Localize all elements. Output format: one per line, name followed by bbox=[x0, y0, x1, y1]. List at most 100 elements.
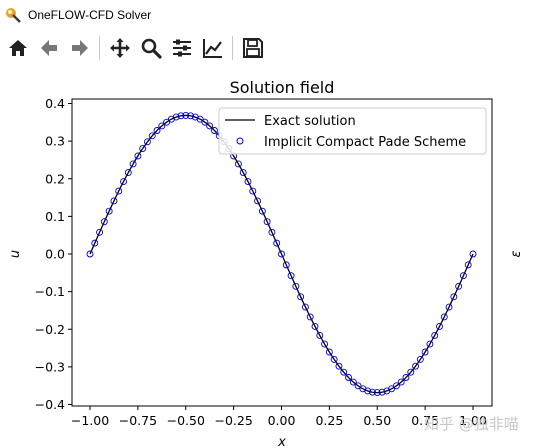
pade-data-point bbox=[148, 132, 156, 140]
home-icon bbox=[9, 40, 27, 56]
right-axis-label: ε bbox=[509, 250, 524, 257]
pade-data-point bbox=[464, 261, 472, 269]
legend-circle-marker bbox=[236, 137, 244, 145]
save-button[interactable] bbox=[240, 34, 266, 62]
configure-subplots-button[interactable] bbox=[169, 34, 195, 62]
pade-data-point bbox=[373, 389, 381, 397]
x-axis-ticks: −1.00 −0.75 −0.50 −0.25 0.00 0.25 0.50 0.75 1.00 bbox=[71, 406, 487, 428]
pade-data-point bbox=[120, 178, 127, 186]
pade-data-point bbox=[124, 169, 132, 176]
pade-data-point bbox=[196, 115, 204, 123]
edit-axis-button[interactable] bbox=[200, 34, 226, 62]
pade-data-point bbox=[172, 113, 180, 121]
pade-data-point bbox=[412, 362, 419, 370]
pade-data-point bbox=[349, 378, 357, 386]
pade-data-point bbox=[330, 355, 338, 363]
x-tick-label: 0.75 bbox=[411, 413, 439, 428]
pade-data-point bbox=[335, 362, 343, 370]
pade-data-point bbox=[187, 112, 194, 120]
exact-solution-series bbox=[89, 114, 474, 394]
pade-data-point bbox=[426, 340, 434, 348]
edit-axis-icon bbox=[203, 39, 222, 58]
pade-data-point bbox=[182, 111, 190, 119]
pade-data-point bbox=[110, 197, 118, 205]
pade-data-point bbox=[96, 228, 104, 236]
pade-data-point bbox=[282, 261, 290, 269]
toolbar bbox=[0, 30, 534, 66]
title-bar: OneFLOW-CFD Solver bbox=[0, 0, 534, 30]
watermark-text: 知乎 @独非喵 bbox=[424, 415, 519, 433]
pade-data-point bbox=[206, 122, 214, 130]
y-tick-label: 0.1 bbox=[45, 209, 65, 224]
pade-data-point bbox=[139, 145, 147, 153]
pade-data-point bbox=[325, 348, 333, 356]
x-tick-label: 0.25 bbox=[315, 413, 343, 428]
pade-data-point bbox=[273, 239, 281, 247]
pade-data-point bbox=[388, 385, 396, 393]
pade-data-point bbox=[301, 303, 309, 311]
pade-data-point bbox=[306, 313, 314, 321]
legend-box bbox=[218, 107, 487, 155]
pade-data-point bbox=[105, 207, 113, 215]
pan-button[interactable] bbox=[107, 34, 133, 62]
chart-title: Solution field bbox=[230, 78, 335, 97]
y-axis-label: u bbox=[8, 250, 23, 258]
pan-move-icon bbox=[110, 38, 130, 58]
pade-data-point bbox=[450, 293, 458, 301]
y-axis-ticks: 0.4 0.3 0.2 0.1 0.0 −0.1 −0.2 −0.3 −0.4 bbox=[35, 96, 72, 412]
pade-data-point bbox=[407, 368, 415, 376]
y-tick-label: −0.3 bbox=[35, 359, 65, 374]
zoom-icon bbox=[141, 38, 162, 59]
x-tick-label: 1.00 bbox=[459, 413, 487, 428]
subplots-configure-icon bbox=[173, 39, 191, 57]
x-axis-label: x bbox=[277, 435, 286, 448]
pade-data-point bbox=[177, 112, 185, 120]
pade-data-point bbox=[129, 160, 137, 168]
solution-field-chart[interactable]: Solution field −1.00 −0.75 −0.50 −0.25 0.00 0… bbox=[0, 66, 534, 448]
pade-data-point bbox=[364, 387, 372, 395]
toolbar-separator bbox=[232, 36, 233, 60]
x-tick-label: −1.00 bbox=[71, 413, 109, 428]
pade-data-point bbox=[392, 382, 400, 390]
x-tick-label: 0.00 bbox=[268, 413, 296, 428]
pade-data-point bbox=[416, 355, 424, 363]
forward-button[interactable] bbox=[67, 34, 93, 62]
pade-data-point bbox=[254, 197, 262, 205]
pade-data-point bbox=[321, 340, 329, 348]
y-tick-label: 0.2 bbox=[45, 171, 65, 186]
pade-scheme-series bbox=[86, 111, 477, 397]
y-tick-label: −0.1 bbox=[35, 284, 65, 299]
pade-data-point bbox=[455, 282, 463, 290]
pade-data-point bbox=[268, 228, 276, 236]
back-button[interactable] bbox=[36, 34, 62, 62]
save-icon bbox=[243, 38, 263, 58]
pade-data-point bbox=[234, 160, 242, 168]
pade-data-point bbox=[115, 187, 123, 195]
y-tick-label: −0.2 bbox=[35, 322, 65, 337]
pade-data-point bbox=[459, 272, 467, 280]
pade-data-point bbox=[100, 218, 108, 226]
y-tick-label: 0.0 bbox=[45, 247, 65, 262]
pade-data-point bbox=[278, 250, 285, 258]
pade-data-point bbox=[469, 250, 477, 258]
pade-data-point bbox=[436, 322, 443, 330]
zoom-button[interactable] bbox=[138, 34, 164, 62]
y-tick-label: −0.4 bbox=[35, 397, 65, 412]
exact-solution-line bbox=[89, 114, 474, 394]
legend-label-pade: Implicit Compact Pade Scheme bbox=[264, 135, 466, 150]
pade-data-point bbox=[134, 152, 142, 160]
pade-data-point bbox=[369, 388, 376, 396]
pade-data-point bbox=[143, 138, 151, 146]
pade-data-point bbox=[292, 282, 300, 290]
pade-data-point bbox=[316, 332, 324, 339]
x-tick-label: −0.75 bbox=[119, 413, 157, 428]
home-button[interactable] bbox=[5, 34, 31, 62]
y-tick-label: 0.3 bbox=[45, 134, 65, 149]
pade-data-point bbox=[445, 303, 453, 311]
pade-data-point bbox=[249, 187, 257, 195]
pade-data-point bbox=[211, 127, 218, 134]
app-logo-icon bbox=[6, 8, 21, 23]
back-arrow-icon bbox=[41, 40, 57, 56]
pade-data-point bbox=[340, 368, 348, 376]
pade-data-point bbox=[354, 382, 362, 390]
